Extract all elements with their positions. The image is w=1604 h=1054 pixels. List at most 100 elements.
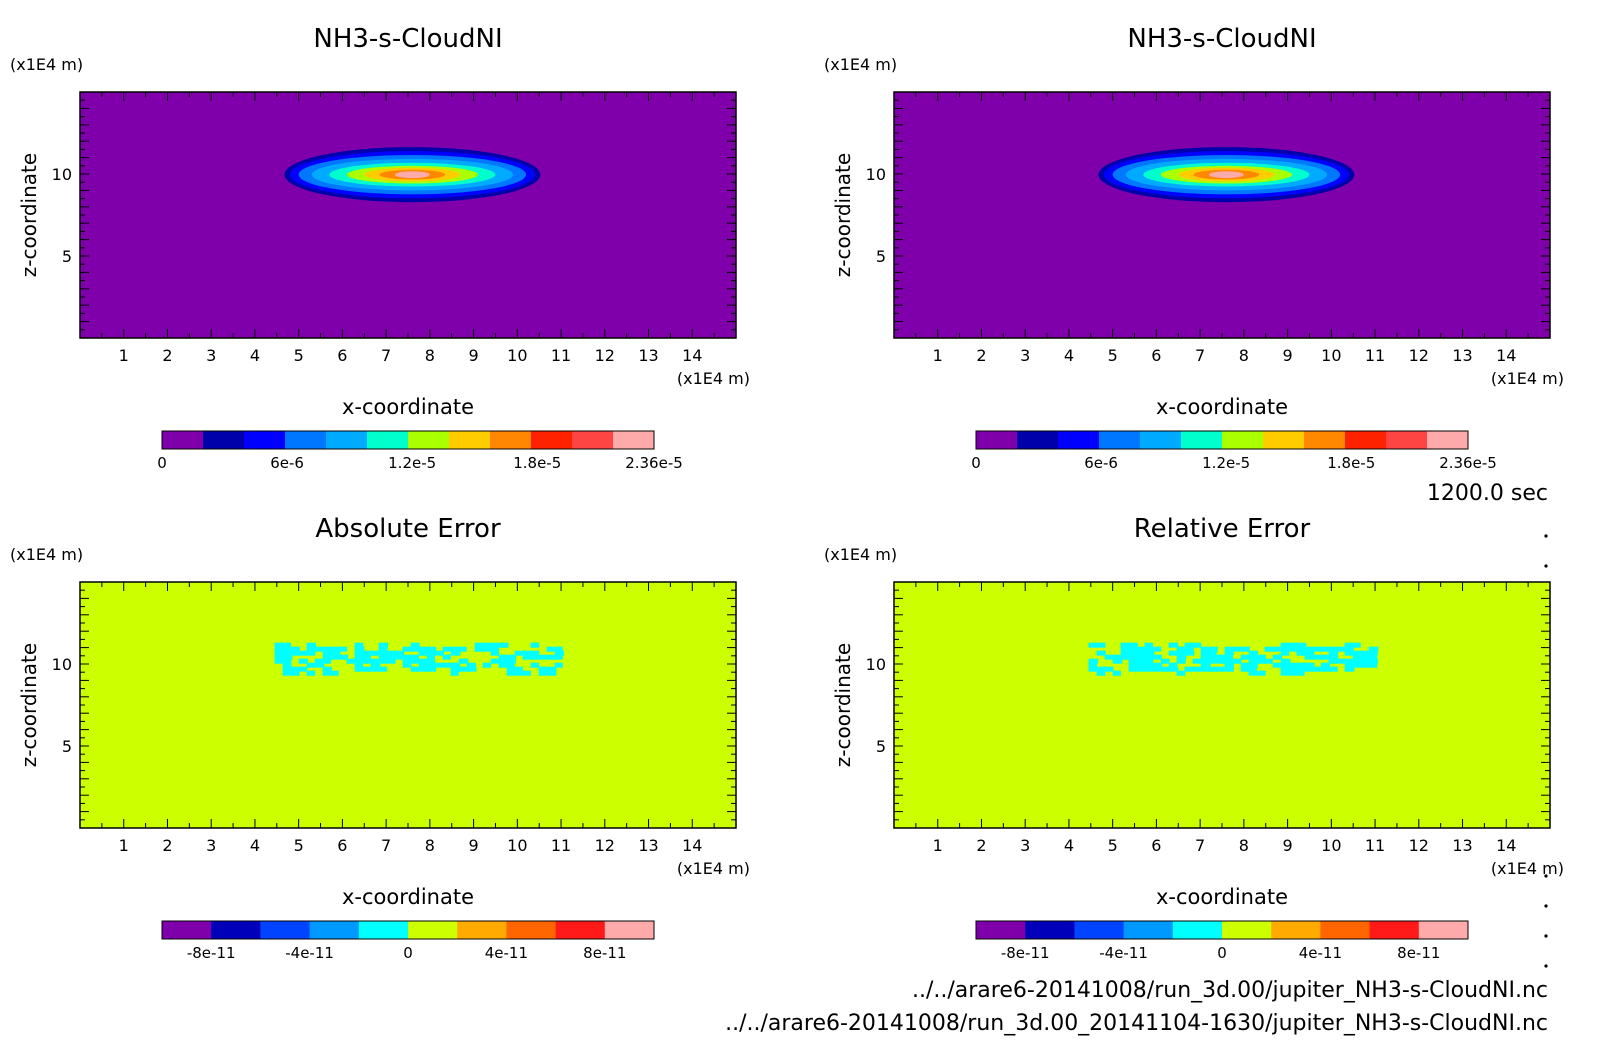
x-unit-label: (x1E4 m) [677, 859, 750, 878]
error-cell [530, 642, 540, 648]
error-cell [306, 646, 315, 652]
error-cell [554, 654, 563, 660]
colorbar-swatch [604, 921, 655, 939]
error-cell [330, 650, 341, 656]
colorbar-tick-label: 1.8e-5 [513, 454, 561, 472]
error-cell [1096, 666, 1105, 672]
error-cell [1112, 658, 1123, 664]
error-cell [434, 662, 444, 668]
z-tick-label: 10 [52, 165, 72, 184]
error-cell [538, 670, 547, 676]
error-cell [338, 654, 349, 660]
x-tick-label: 6 [337, 346, 347, 365]
error-cell [1152, 666, 1161, 672]
error-cell [1328, 646, 1338, 652]
error-cell [1200, 654, 1210, 660]
error-cell [1144, 654, 1154, 660]
error-cell [1328, 658, 1338, 664]
x-tick-label: 3 [1020, 836, 1030, 855]
colorbar-tick-label: 0 [403, 944, 413, 962]
x-tick-label: 10 [507, 836, 527, 855]
colorbar-swatch [162, 431, 204, 449]
x-tick-label: 1 [933, 346, 943, 365]
error-cell [1232, 658, 1242, 664]
error-cell [474, 646, 484, 652]
error-cell [1176, 654, 1187, 660]
error-cell [354, 662, 364, 668]
error-cell [1144, 662, 1154, 668]
error-cell [546, 666, 557, 672]
error-cell [1344, 666, 1355, 672]
error-cell [1136, 666, 1146, 672]
x-tick-label: 6 [1151, 836, 1161, 855]
x-tick-label: 10 [507, 346, 527, 365]
plot-area [80, 582, 736, 828]
error-cell [418, 662, 429, 668]
colorbar-tick-label: 8e-11 [1397, 944, 1440, 962]
error-cell [1192, 658, 1201, 664]
error-cell [490, 642, 500, 648]
error-cell [354, 654, 363, 660]
plot-area [894, 582, 1550, 828]
x-tick-label: 14 [682, 346, 702, 365]
error-cell [554, 650, 565, 656]
file-path-1: ../../arare6-20141008/run_3d.00/jupiter_… [912, 978, 1548, 1003]
error-cell [1368, 650, 1378, 656]
error-cell [282, 654, 293, 660]
z-tick-label: 5 [62, 737, 72, 756]
error-cell [1224, 650, 1234, 656]
error-cell [1136, 650, 1145, 656]
error-cell [1152, 646, 1162, 652]
x-tick-label: 14 [1496, 346, 1516, 365]
error-cell [322, 654, 332, 660]
panel-4: Relative Error(x1E4 m)1 2 3 4 5 6 7 8 9 10 11 12 13 1… [824, 514, 1564, 962]
error-cell [1208, 646, 1218, 652]
error-cell [442, 662, 452, 668]
error-cell [274, 650, 284, 656]
error-cell [498, 654, 509, 660]
error-cell [1168, 642, 1179, 648]
error-cell [402, 658, 412, 664]
x-tick-label: 7 [1195, 836, 1205, 855]
colorbar-swatch [326, 431, 368, 449]
colorbar-swatch [506, 921, 557, 939]
error-cell [298, 650, 309, 656]
error-cell [1288, 666, 1298, 672]
error-cell [1352, 650, 1362, 656]
z-axis-label: z-coordinate [17, 643, 41, 767]
x-tick-label: 4 [250, 346, 260, 365]
error-cell [330, 670, 339, 676]
error-cell [1264, 658, 1273, 664]
error-cell [1352, 662, 1363, 668]
colorbar-tick-label: 0 [971, 454, 981, 472]
error-cell [1360, 650, 1370, 656]
error-cell [522, 670, 532, 676]
error-cell [1112, 654, 1122, 660]
x-tick-label: 7 [381, 346, 391, 365]
x-tick-label: 4 [250, 836, 260, 855]
error-cell [418, 666, 428, 672]
error-cell [1200, 662, 1211, 668]
colorbar-tick-label: -4e-11 [285, 944, 334, 962]
colorbar-tick-label: 8e-11 [583, 944, 626, 962]
colorbar-tick-label: 1.2e-5 [388, 454, 436, 472]
error-cell [1296, 662, 1307, 668]
x-tick-label: 7 [381, 836, 391, 855]
error-cell [1096, 670, 1106, 676]
x-tick-label: 1 [933, 836, 943, 855]
z-axis-label: z-coordinate [831, 153, 855, 277]
colorbar-swatch [1181, 431, 1223, 449]
error-cell [362, 666, 372, 672]
error-cell [282, 658, 292, 664]
error-cell [442, 654, 451, 660]
error-cell [1368, 662, 1378, 668]
error-cell [306, 662, 315, 668]
error-cell [1320, 662, 1331, 668]
x-tick-label: 11 [551, 346, 571, 365]
chart-title: NH3-s-CloudNI [313, 24, 502, 54]
error-cell [538, 654, 547, 660]
colorbar: 0 6e-6 1.2e-5 1.8e-5 2.36e-5 [157, 430, 683, 472]
error-cell [1304, 646, 1314, 652]
error-cell [1360, 654, 1371, 660]
colorbar-swatch [976, 431, 1018, 449]
